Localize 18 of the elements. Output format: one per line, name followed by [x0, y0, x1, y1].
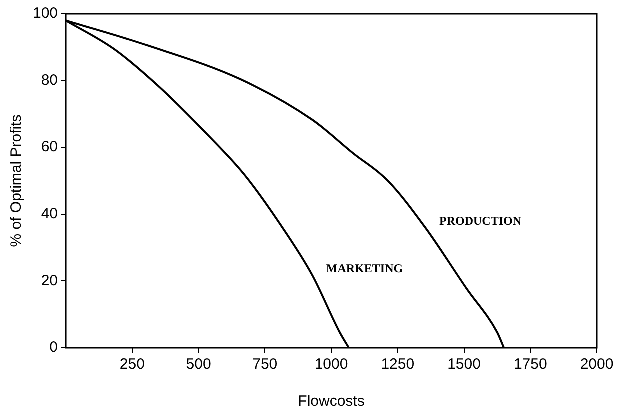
- y-tick-label: 40: [41, 206, 58, 223]
- y-tick-label: 0: [50, 339, 58, 356]
- x-axis-title: Flowcosts: [298, 393, 365, 410]
- x-tick-label: 2000: [580, 356, 614, 374]
- series-label: MARKETING: [326, 261, 404, 276]
- x-tick-label: 500: [186, 356, 212, 374]
- y-tick-label: 80: [41, 72, 58, 89]
- x-tick-label: 750: [252, 356, 278, 374]
- y-axis-title: % of Optimal Profits: [8, 114, 26, 248]
- y-tick-label: 60: [41, 138, 58, 156]
- series-label: PRODUCTION: [439, 214, 522, 228]
- x-tick-label: 250: [120, 356, 145, 374]
- x-tick-label: 1000: [314, 356, 348, 374]
- y-tick-label: 20: [41, 272, 58, 290]
- y-tick-label: 100: [32, 5, 58, 22]
- x-tick-label: 1750: [514, 356, 548, 374]
- x-tick-label: 1250: [381, 356, 415, 374]
- x-tick-label: 1500: [448, 356, 481, 374]
